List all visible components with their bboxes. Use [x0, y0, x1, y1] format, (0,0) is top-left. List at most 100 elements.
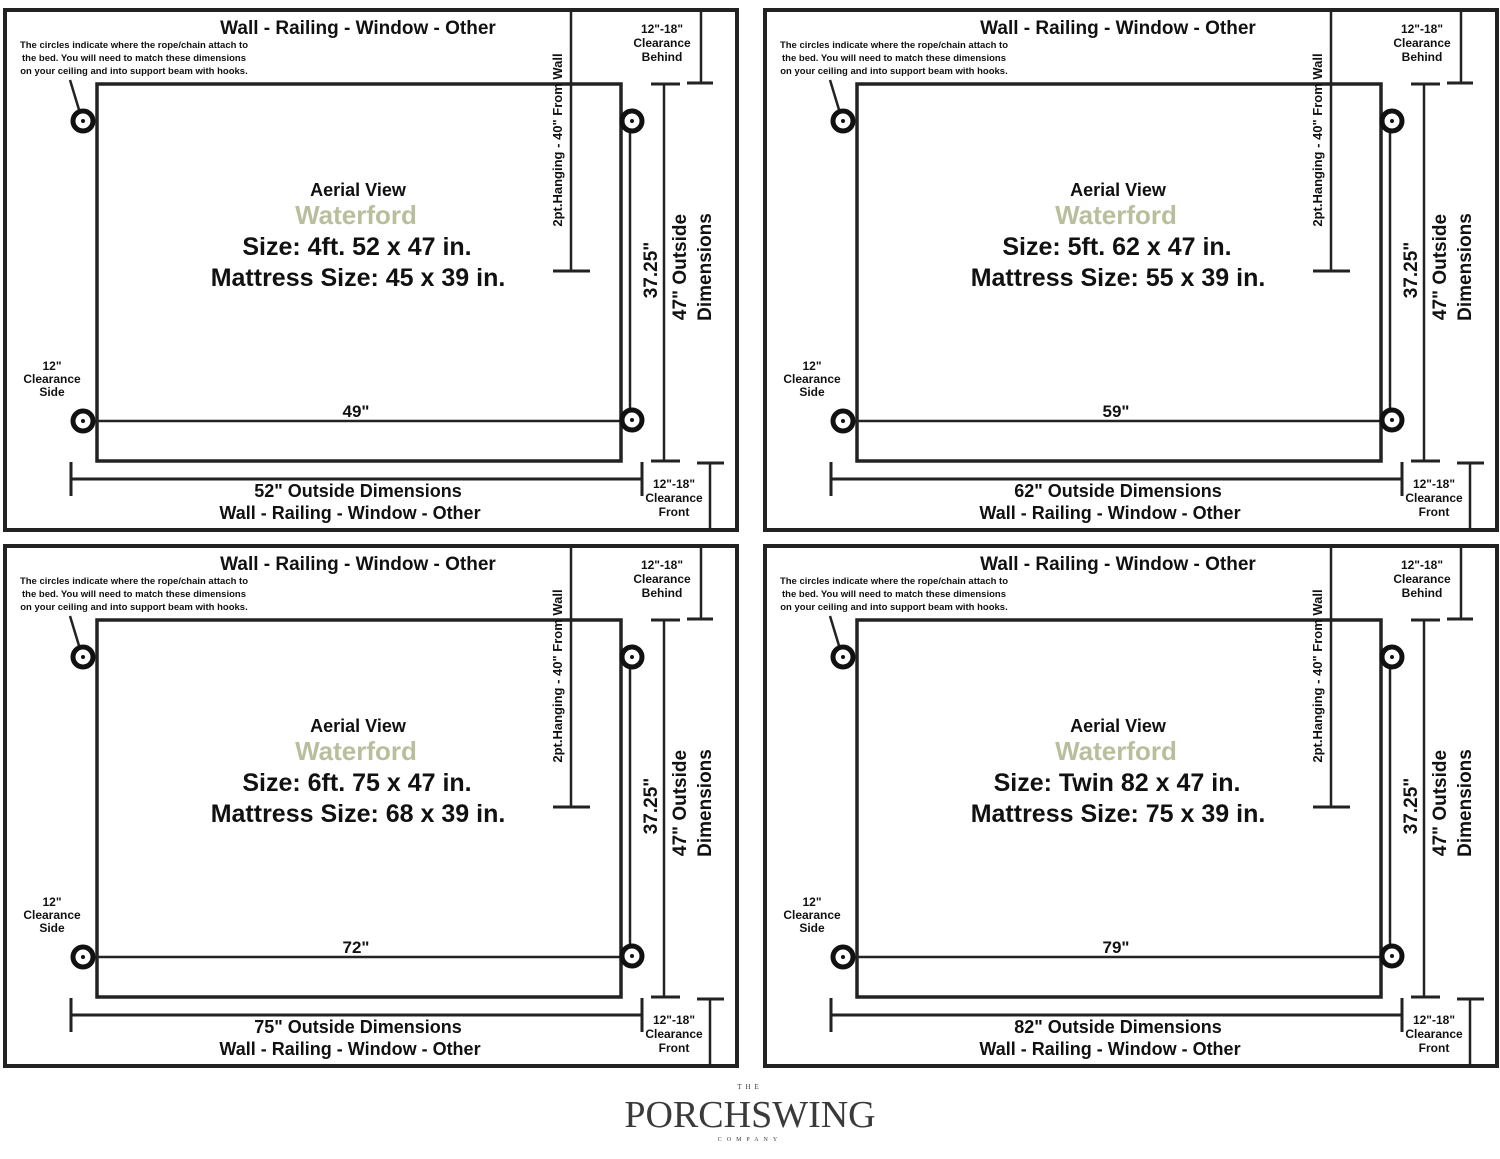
- hook-note-line: on your ceiling and into support beam wi…: [20, 602, 247, 613]
- logo-porchswing: PORCHSWING: [624, 1094, 875, 1136]
- bed-outline: [855, 618, 1383, 999]
- outer-depth-label: Dimensions: [695, 749, 716, 857]
- clearance-side-label: Clearance: [783, 372, 841, 386]
- brand-logo: THE PORCHSWING COMPANY: [624, 1083, 875, 1143]
- clearance-front-label: Front: [659, 505, 690, 519]
- hook-note-line: The circles indicate where the rope/chai…: [780, 576, 1008, 587]
- clearance-front-label: Clearance: [1405, 1027, 1463, 1041]
- outer-width-label: 52" Outside Dimensions: [254, 481, 462, 501]
- hook-note-line: the bed. You will need to match these di…: [782, 589, 1006, 600]
- bottom-edge-label: Wall - Railing - Window - Other: [979, 1039, 1240, 1059]
- mattress-size: Mattress Size: 55 x 39 in.: [971, 264, 1266, 292]
- model-name: Waterford: [295, 736, 417, 766]
- hook-point-center: [841, 955, 845, 959]
- hook-note-line: on your ceiling and into support beam wi…: [780, 602, 1007, 613]
- note-pointer-line: [68, 79, 82, 114]
- clearance-side-label: Side: [39, 921, 65, 935]
- panel-border: [763, 8, 1499, 532]
- bed-size: Size: 6ft. 75 x 47 in.: [242, 769, 471, 797]
- bottom-edge-label: Wall - Railing - Window - Other: [979, 503, 1240, 523]
- clearance-side-label: Clearance: [783, 908, 841, 922]
- hook-point-center: [841, 119, 845, 123]
- hook-point-center: [841, 419, 845, 423]
- outer-width-label: 62" Outside Dimensions: [1014, 481, 1222, 501]
- outer-depth-label: Dimensions: [1455, 213, 1476, 321]
- top-edge-label: Wall - Railing - Window - Other: [980, 554, 1256, 575]
- outer-width-label: 82" Outside Dimensions: [1014, 1017, 1222, 1037]
- clearance-front-label: 12"-18": [1413, 477, 1455, 491]
- inner-depth-label: 37.25": [641, 242, 662, 299]
- hanging-distance-label: 2pt.Hanging - 40" From Wall: [550, 53, 565, 226]
- aerial-view-label: Aerial View: [1070, 716, 1167, 736]
- clearance-behind-label: Behind: [642, 50, 683, 64]
- hook-point-center: [1390, 418, 1394, 422]
- bed-outline: [95, 82, 623, 463]
- hook-point-center: [81, 419, 85, 423]
- clearance-behind-label: Clearance: [633, 572, 691, 586]
- clearance-side-label: 12": [802, 895, 821, 909]
- bed-size: Size: 4ft. 52 x 47 in.: [242, 233, 471, 261]
- note-pointer-line: [68, 615, 82, 650]
- panel-border: [3, 544, 739, 1068]
- clearance-behind-label: Clearance: [1393, 36, 1451, 50]
- top-edge-label: Wall - Railing - Window - Other: [220, 18, 496, 39]
- hook-point-center: [630, 418, 634, 422]
- clearance-front-label: 12"-18": [653, 477, 695, 491]
- clearance-behind-label: Behind: [642, 586, 683, 600]
- clearance-side-label: Clearance: [23, 908, 81, 922]
- hook-note-line: The circles indicate where the rope/chai…: [20, 576, 248, 587]
- hook-point-center: [630, 655, 634, 659]
- hook-note-line: The circles indicate where the rope/chai…: [780, 40, 1008, 51]
- hanging-distance-label: 2pt.Hanging - 40" From Wall: [550, 589, 565, 762]
- inner-depth-label: 37.25": [1401, 242, 1422, 299]
- hook-note-line: on your ceiling and into support beam wi…: [780, 66, 1007, 77]
- clearance-front-label: 12"-18": [653, 1013, 695, 1027]
- hook-note-line: the bed. You will need to match these di…: [782, 53, 1006, 64]
- hook-point-center: [1390, 119, 1394, 123]
- clearance-side-label: 12": [42, 359, 61, 373]
- bottom-edge-label: Wall - Railing - Window - Other: [219, 503, 480, 523]
- aerial-view-label: Aerial View: [310, 716, 407, 736]
- hook-note-line: The circles indicate where the rope/chai…: [20, 40, 248, 51]
- mattress-size: Mattress Size: 45 x 39 in.: [211, 264, 506, 292]
- mattress-size: Mattress Size: 68 x 39 in.: [211, 800, 506, 828]
- outer-depth-label: 47" Outside: [1430, 750, 1451, 856]
- inner-depth-label: 37.25": [641, 778, 662, 835]
- bed-size: Size: 5ft. 62 x 47 in.: [1002, 233, 1231, 261]
- bed-outline: [855, 82, 1383, 463]
- hook-point-center: [1390, 655, 1394, 659]
- outer-width-label: 75" Outside Dimensions: [254, 1017, 462, 1037]
- bottom-edge-label: Wall - Railing - Window - Other: [219, 1039, 480, 1059]
- clearance-side-label: Side: [799, 385, 825, 399]
- clearance-front-label: 12"-18": [1413, 1013, 1455, 1027]
- inner-width-label: 79": [1103, 938, 1130, 957]
- clearance-side-label: Clearance: [23, 372, 81, 386]
- mattress-size: Mattress Size: 75 x 39 in.: [971, 800, 1266, 828]
- hook-note-line: on your ceiling and into support beam wi…: [20, 66, 247, 77]
- clearance-behind-label: 12"-18": [641, 22, 683, 36]
- model-name: Waterford: [1055, 736, 1177, 766]
- hook-point-center: [81, 119, 85, 123]
- clearance-behind-label: 12"-18": [1401, 22, 1443, 36]
- aerial-view-label: Aerial View: [310, 180, 407, 200]
- clearance-side-label: Side: [799, 921, 825, 935]
- bed-outline: [95, 618, 623, 999]
- clearance-behind-label: Clearance: [633, 36, 691, 50]
- outer-depth-label: Dimensions: [695, 213, 716, 321]
- clearance-behind-label: 12"-18": [641, 558, 683, 572]
- model-name: Waterford: [1055, 200, 1177, 230]
- clearance-side-label: 12": [42, 895, 61, 909]
- note-pointer-line: [828, 79, 842, 114]
- model-name: Waterford: [295, 200, 417, 230]
- clearance-behind-label: Behind: [1402, 50, 1443, 64]
- outer-depth-label: 47" Outside: [670, 214, 691, 320]
- hook-point-center: [81, 955, 85, 959]
- panel-border: [3, 8, 739, 532]
- hanging-distance-label: 2pt.Hanging - 40" From Wall: [1310, 53, 1325, 226]
- bed-size: Size: Twin 82 x 47 in.: [994, 769, 1241, 797]
- hanging-distance-label: 2pt.Hanging - 40" From Wall: [1310, 589, 1325, 762]
- note-pointer-line: [828, 615, 842, 650]
